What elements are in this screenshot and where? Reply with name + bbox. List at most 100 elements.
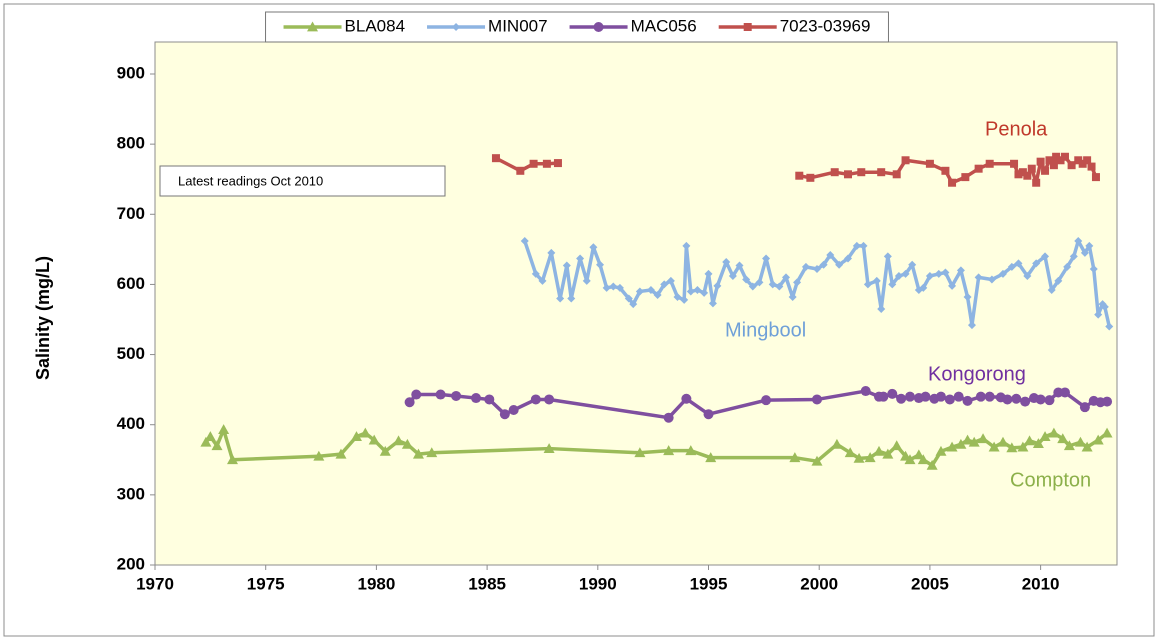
marker xyxy=(200,436,212,447)
marker xyxy=(806,173,815,182)
marker xyxy=(1087,162,1096,171)
marker xyxy=(788,293,797,302)
marker xyxy=(963,293,972,302)
marker xyxy=(742,275,751,284)
marker xyxy=(1014,170,1023,179)
y-tick-label: 800 xyxy=(117,134,145,153)
marker xyxy=(204,431,216,442)
marker xyxy=(1045,156,1054,165)
marker xyxy=(646,286,655,295)
marker xyxy=(634,447,646,458)
x-tick-label: 1990 xyxy=(579,574,617,593)
marker xyxy=(901,269,910,278)
marker xyxy=(789,452,801,463)
marker xyxy=(1074,236,1083,245)
x-tick-label: 1970 xyxy=(136,574,174,593)
marker xyxy=(878,391,889,402)
marker xyxy=(589,243,598,252)
marker xyxy=(1023,171,1032,180)
marker xyxy=(412,448,424,459)
y-tick-label: 300 xyxy=(117,484,145,503)
marker xyxy=(307,21,319,32)
marker xyxy=(653,290,662,299)
marker xyxy=(988,441,1000,452)
marker xyxy=(582,276,591,285)
marker xyxy=(887,388,898,399)
marker xyxy=(635,287,644,296)
marker xyxy=(955,438,967,449)
marker xyxy=(941,268,950,277)
marker xyxy=(1063,440,1075,451)
marker xyxy=(1049,161,1058,170)
marker xyxy=(830,168,839,177)
marker xyxy=(795,171,804,180)
marker xyxy=(872,276,881,285)
marker xyxy=(908,260,917,269)
marker xyxy=(882,448,894,459)
marker xyxy=(404,397,415,408)
marker xyxy=(359,427,371,438)
y-tick-label: 500 xyxy=(117,344,145,363)
marker xyxy=(883,252,892,261)
legend-label: MIN007 xyxy=(488,16,548,35)
marker xyxy=(812,264,821,273)
marker xyxy=(1054,276,1063,285)
marker xyxy=(1027,164,1036,173)
marker xyxy=(1100,302,1109,311)
marker xyxy=(1039,431,1051,442)
marker xyxy=(1002,394,1013,405)
marker xyxy=(967,321,976,330)
marker xyxy=(926,459,938,470)
marker xyxy=(826,250,835,259)
marker xyxy=(379,445,391,456)
marker xyxy=(703,409,714,420)
marker xyxy=(596,260,605,269)
marker xyxy=(946,441,958,452)
marker xyxy=(844,447,856,458)
marker xyxy=(544,394,555,405)
marker xyxy=(452,23,461,31)
marker xyxy=(1092,434,1104,445)
marker xyxy=(1048,427,1060,438)
marker xyxy=(811,455,823,466)
marker xyxy=(1085,241,1094,250)
marker xyxy=(948,178,957,187)
marker xyxy=(782,273,791,282)
marker xyxy=(793,278,802,287)
marker xyxy=(919,283,928,292)
marker xyxy=(852,241,861,250)
x-tick-label: 1995 xyxy=(690,574,728,593)
marker xyxy=(891,440,903,451)
marker xyxy=(1020,396,1031,407)
marker xyxy=(873,445,885,456)
marker xyxy=(843,254,852,263)
marker xyxy=(411,389,422,400)
marker xyxy=(956,266,965,275)
marker xyxy=(1006,442,1018,453)
marker xyxy=(350,431,362,442)
marker xyxy=(666,276,675,285)
marker xyxy=(685,445,697,456)
marker xyxy=(864,452,876,463)
marker xyxy=(1074,436,1086,447)
marker xyxy=(894,272,903,281)
site-label: Compton xyxy=(1010,469,1091,491)
marker xyxy=(859,241,868,250)
marker xyxy=(1047,286,1056,295)
marker xyxy=(1044,395,1055,406)
marker xyxy=(562,261,571,270)
marker xyxy=(680,295,689,304)
marker xyxy=(1024,435,1036,446)
marker xyxy=(925,159,934,168)
marker xyxy=(877,304,886,313)
marker xyxy=(1035,394,1046,405)
marker xyxy=(863,280,872,289)
marker xyxy=(935,445,947,456)
marker xyxy=(471,393,482,404)
marker xyxy=(735,261,744,270)
marker xyxy=(811,394,822,405)
marker xyxy=(801,262,810,271)
marker xyxy=(987,275,996,284)
marker xyxy=(1017,441,1029,452)
marker xyxy=(1018,168,1027,177)
